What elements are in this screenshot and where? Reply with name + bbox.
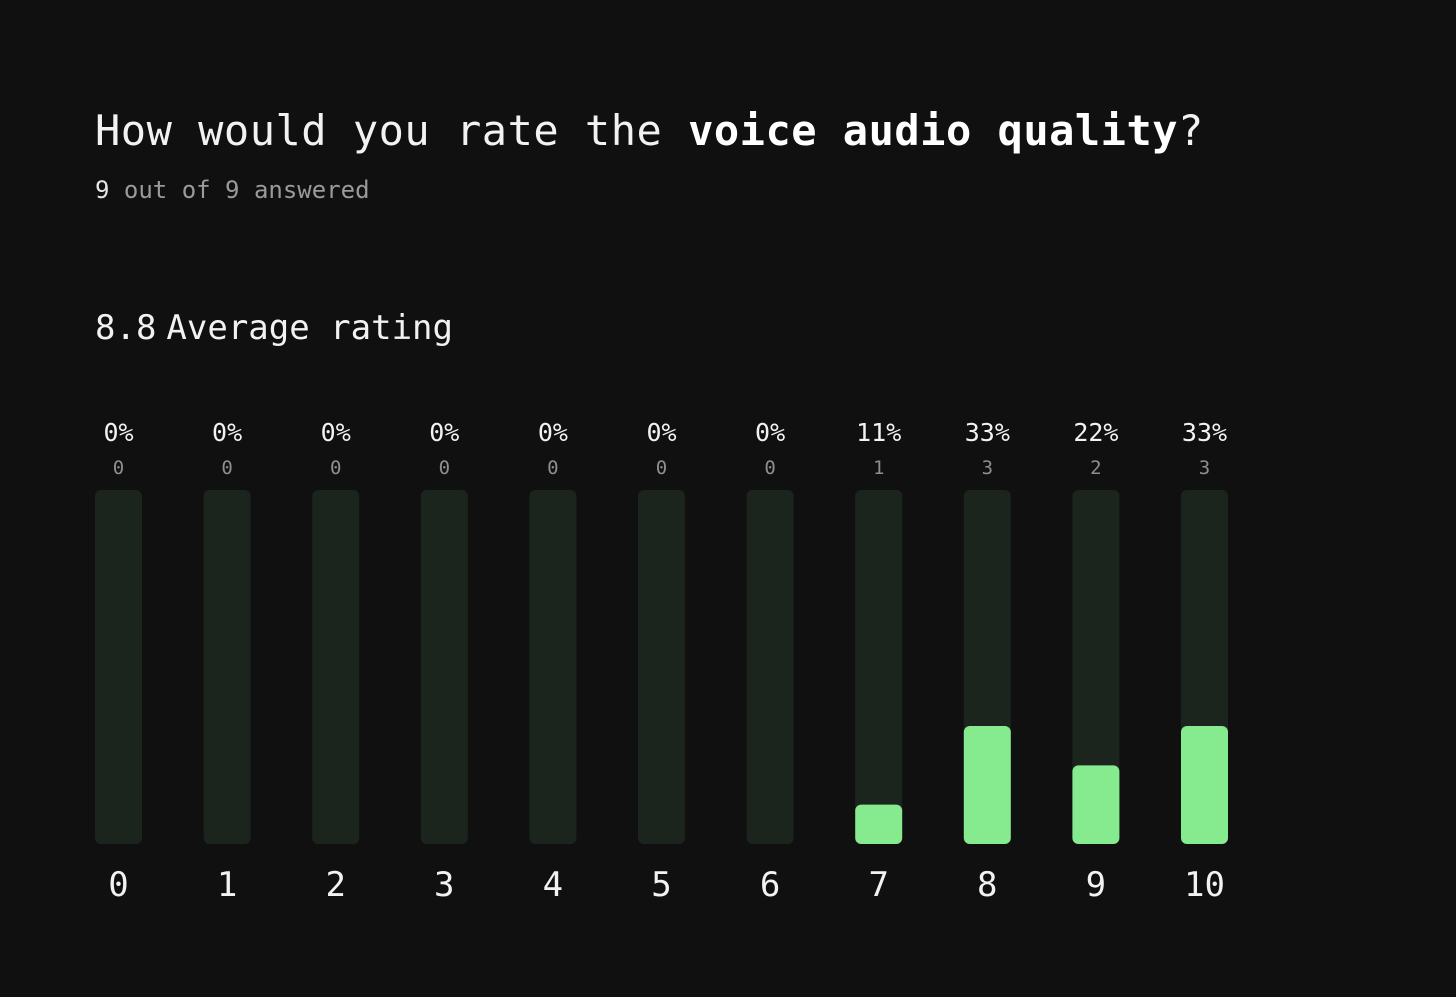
answered-number: 9	[95, 176, 110, 204]
bar-track	[203, 490, 251, 844]
average-label: Average rating	[166, 308, 453, 348]
bar-fill	[1072, 765, 1120, 844]
rating-category-label: 6	[760, 865, 780, 905]
percent-label: 22%	[1073, 418, 1118, 447]
average-rating: 8.8 Average rating	[95, 306, 453, 350]
rating-category-label: 9	[1086, 865, 1106, 905]
answered-count: 9 out of 9 answered	[95, 174, 370, 206]
bar-fill	[855, 804, 903, 844]
question-suffix: ?	[1178, 106, 1204, 155]
rating-category-label: 7	[868, 865, 888, 905]
count-label: 0	[656, 457, 667, 479]
question-title: How would you rate the voice audio quali…	[95, 104, 1204, 158]
count-label: 3	[982, 457, 993, 479]
bar-track	[1072, 490, 1120, 844]
rating-category-label: 2	[325, 865, 345, 905]
rating-category-label: 5	[651, 865, 671, 905]
count-label: 2	[1090, 457, 1101, 479]
percent-label: 0%	[321, 418, 351, 447]
bar-track	[638, 490, 685, 844]
rating-category-label: 4	[543, 865, 563, 905]
percent-label: 33%	[1182, 418, 1227, 447]
rating-category-label: 10	[1184, 865, 1225, 905]
question-emphasis: voice audio quality	[688, 106, 1179, 155]
bar-track	[746, 490, 794, 844]
percent-label: 0%	[429, 418, 459, 447]
count-label: 0	[439, 457, 450, 479]
bar-track	[312, 490, 360, 844]
count-label: 3	[1199, 457, 1210, 479]
count-label: 0	[113, 457, 124, 479]
count-label: 0	[221, 457, 232, 479]
bar-track	[95, 490, 142, 844]
bar-fill	[963, 726, 1011, 844]
count-label: 1	[873, 457, 884, 479]
rating-category-label: 3	[434, 865, 454, 905]
count-label: 0	[330, 457, 341, 479]
bar-track	[855, 490, 903, 844]
rating-category-label: 8	[977, 865, 997, 905]
bar-track	[420, 490, 468, 844]
question-prefix: How would you rate the	[95, 106, 689, 155]
percent-label: 0%	[538, 418, 568, 447]
percent-label: 11%	[856, 418, 901, 447]
count-label: 0	[764, 457, 775, 479]
rating-category-label: 1	[217, 865, 237, 905]
average-value: 8.8	[95, 308, 157, 348]
percent-label: 0%	[646, 418, 676, 447]
bar-track	[529, 490, 577, 844]
bar-fill	[1181, 726, 1228, 844]
answered-text: out of 9 answered	[109, 176, 370, 204]
percent-label: 0%	[212, 418, 242, 447]
percent-label: 0%	[103, 418, 133, 447]
percent-label: 33%	[965, 418, 1010, 447]
rating-category-label: 0	[108, 865, 128, 905]
percent-label: 0%	[755, 418, 785, 447]
count-label: 0	[547, 457, 558, 479]
